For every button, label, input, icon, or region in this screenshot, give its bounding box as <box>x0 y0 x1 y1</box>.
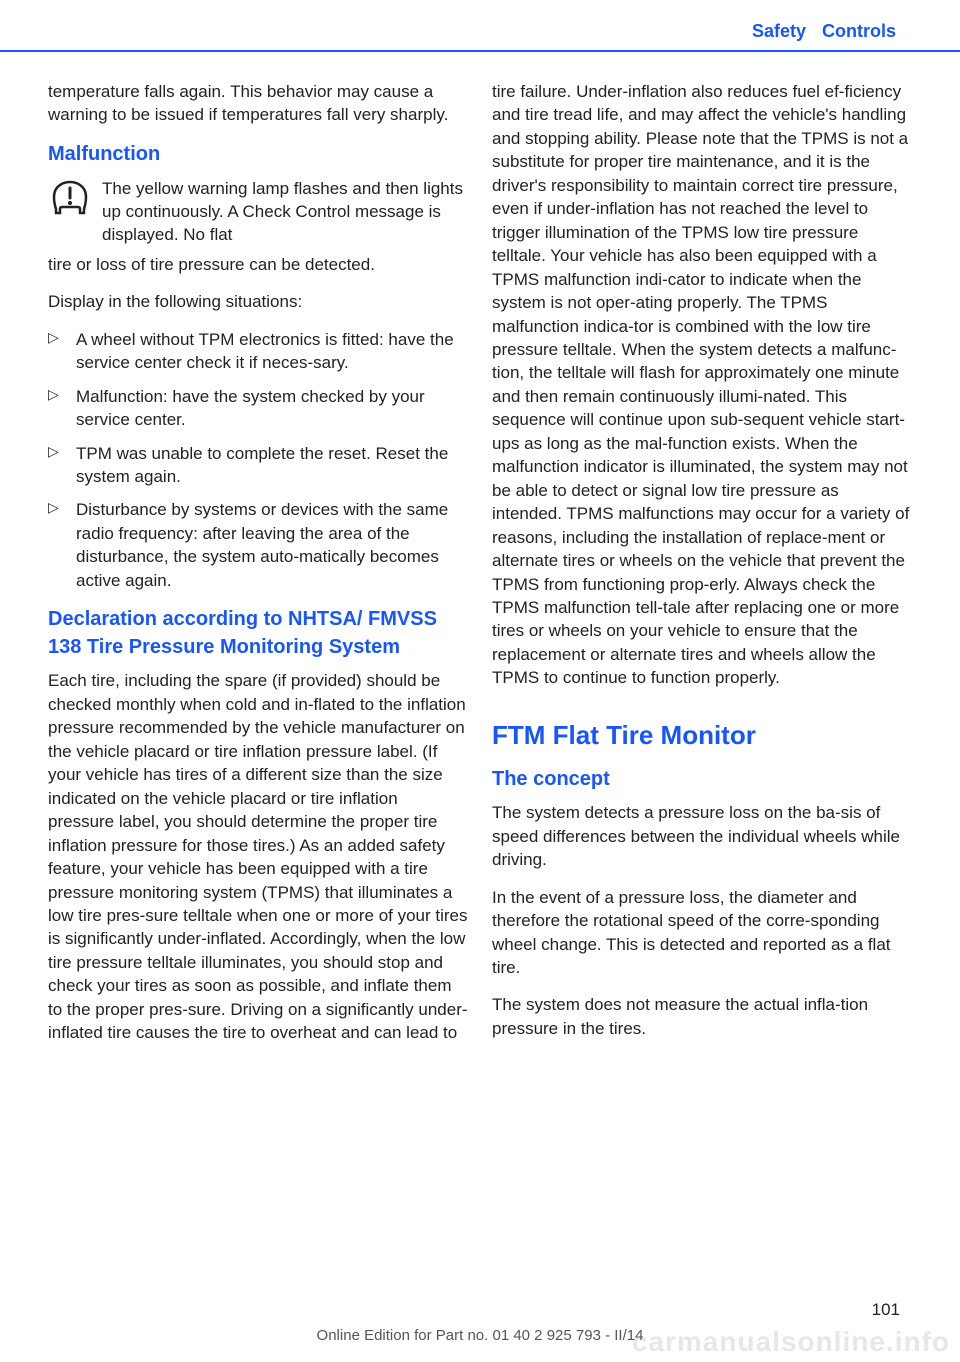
list-text: A wheel without TPM electronics is fitte… <box>76 328 468 375</box>
breadcrumb-controls: Controls <box>822 21 896 42</box>
triangle-marker-icon: ▷ <box>48 328 76 375</box>
right-column: tire failure. Under-inflation also reduc… <box>492 80 912 1059</box>
list-item: ▷ Malfunction: have the system checked b… <box>48 385 468 432</box>
breadcrumb-safety: Safety <box>752 21 806 42</box>
body-text: The system detects a pressure loss on th… <box>492 801 912 871</box>
heading-malfunction: Malfunction <box>48 141 468 169</box>
list-item: ▷ Disturbance by systems or devices with… <box>48 498 468 592</box>
body-text: In the event of a pressure loss, the dia… <box>492 886 912 980</box>
list-item: ▷ A wheel without TPM electronics is fit… <box>48 328 468 375</box>
body-text: tire failure. Under-inflation also reduc… <box>492 80 912 690</box>
body-text: Display in the following situations: <box>48 290 468 313</box>
heading-declaration: Declaration according to NHTSA/ FMVSS 13… <box>48 606 468 661</box>
list-text: Malfunction: have the system checked by … <box>76 385 468 432</box>
content-area: temperature falls again. This behavior m… <box>0 52 960 1059</box>
watermark: carmanualsonline.info <box>632 1326 950 1358</box>
page-number: 101 <box>872 1300 900 1320</box>
left-column: temperature falls again. This behavior m… <box>48 80 468 1059</box>
list-item: ▷ TPM was unable to complete the reset. … <box>48 442 468 489</box>
body-text: tire or loss of tire pressure can be det… <box>48 253 468 276</box>
icon-paragraph: The yellow warning lamp flashes and then… <box>48 177 468 247</box>
body-text: Each tire, including the spare (if provi… <box>48 669 468 1044</box>
triangle-marker-icon: ▷ <box>48 385 76 432</box>
heading-concept: The concept <box>492 766 912 794</box>
body-text: The system does not measure the actual i… <box>492 993 912 1040</box>
body-text: temperature falls again. This behavior m… <box>48 80 468 127</box>
icon-text: The yellow warning lamp flashes and then… <box>102 177 468 247</box>
list-text: Disturbance by systems or devices with t… <box>76 498 468 592</box>
page-header: Safety Controls <box>0 0 960 52</box>
tire-warning-icon <box>48 177 92 221</box>
triangle-marker-icon: ▷ <box>48 498 76 592</box>
triangle-marker-icon: ▷ <box>48 442 76 489</box>
heading-ftm: FTM Flat Tire Monitor <box>492 718 912 754</box>
situation-list: ▷ A wheel without TPM electronics is fit… <box>48 328 468 593</box>
list-text: TPM was unable to complete the reset. Re… <box>76 442 468 489</box>
